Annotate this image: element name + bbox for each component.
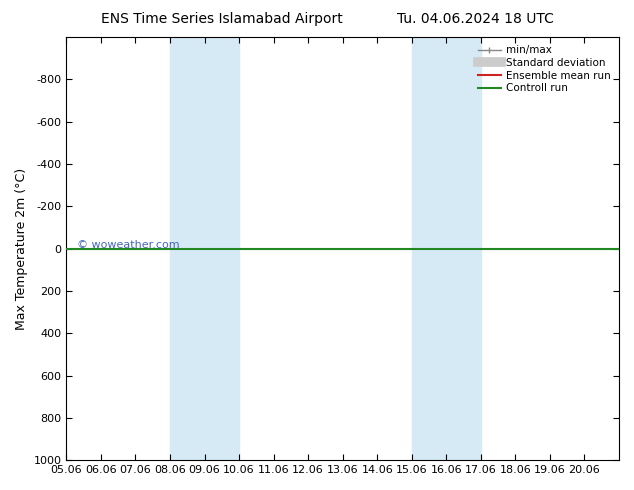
Text: ENS Time Series Islamabad Airport: ENS Time Series Islamabad Airport bbox=[101, 12, 343, 26]
Y-axis label: Max Temperature 2m (°C): Max Temperature 2m (°C) bbox=[15, 168, 28, 330]
Bar bbox=[411, 37, 481, 460]
Text: © woweather.com: © woweather.com bbox=[77, 240, 180, 250]
Text: Tu. 04.06.2024 18 UTC: Tu. 04.06.2024 18 UTC bbox=[397, 12, 554, 26]
Legend: min/max, Standard deviation, Ensemble mean run, Controll run: min/max, Standard deviation, Ensemble me… bbox=[475, 42, 614, 97]
Bar bbox=[170, 37, 239, 460]
